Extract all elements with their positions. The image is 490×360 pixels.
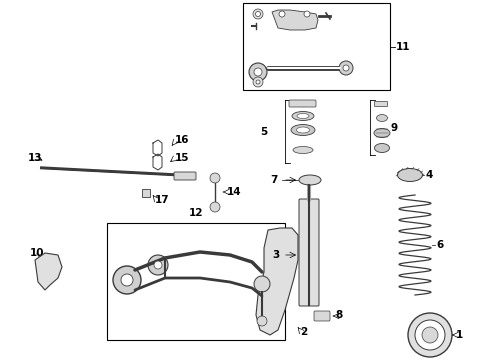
Circle shape bbox=[121, 274, 133, 286]
Ellipse shape bbox=[374, 144, 390, 153]
Circle shape bbox=[415, 320, 445, 350]
Circle shape bbox=[148, 255, 168, 275]
Circle shape bbox=[249, 63, 267, 81]
Circle shape bbox=[154, 261, 162, 269]
Circle shape bbox=[339, 61, 353, 75]
Circle shape bbox=[210, 173, 220, 183]
Circle shape bbox=[304, 11, 310, 17]
Bar bbox=[243, 3, 390, 90]
Text: 11: 11 bbox=[396, 42, 411, 52]
Polygon shape bbox=[272, 10, 318, 30]
Circle shape bbox=[343, 65, 349, 71]
Text: 17: 17 bbox=[155, 195, 170, 205]
Text: 15: 15 bbox=[175, 153, 190, 163]
Ellipse shape bbox=[299, 175, 321, 185]
Text: 10: 10 bbox=[30, 248, 45, 258]
Circle shape bbox=[210, 202, 220, 212]
Text: 6: 6 bbox=[436, 240, 443, 250]
Ellipse shape bbox=[293, 147, 313, 153]
Text: 1: 1 bbox=[456, 330, 463, 340]
Ellipse shape bbox=[374, 129, 390, 138]
Circle shape bbox=[254, 68, 262, 76]
Ellipse shape bbox=[292, 112, 314, 121]
Circle shape bbox=[113, 266, 141, 294]
Text: 7: 7 bbox=[270, 175, 278, 185]
Circle shape bbox=[253, 77, 263, 87]
FancyBboxPatch shape bbox=[314, 311, 330, 321]
Text: 9: 9 bbox=[390, 123, 397, 133]
Text: 12: 12 bbox=[189, 208, 203, 218]
Text: 4: 4 bbox=[425, 170, 432, 180]
FancyBboxPatch shape bbox=[374, 102, 388, 107]
FancyBboxPatch shape bbox=[174, 172, 196, 180]
Text: 8: 8 bbox=[335, 310, 342, 320]
Ellipse shape bbox=[296, 127, 310, 133]
Polygon shape bbox=[35, 253, 62, 290]
Circle shape bbox=[253, 9, 263, 19]
Ellipse shape bbox=[291, 125, 315, 135]
Circle shape bbox=[254, 276, 270, 292]
Circle shape bbox=[257, 316, 267, 326]
FancyBboxPatch shape bbox=[289, 100, 316, 107]
Circle shape bbox=[408, 313, 452, 357]
Ellipse shape bbox=[297, 113, 309, 118]
Text: 5: 5 bbox=[260, 127, 267, 137]
Polygon shape bbox=[256, 228, 298, 335]
Text: 2: 2 bbox=[300, 327, 307, 337]
Text: 3: 3 bbox=[273, 250, 280, 260]
Bar bbox=[107, 223, 285, 340]
Text: 14: 14 bbox=[227, 187, 242, 197]
Text: 16: 16 bbox=[175, 135, 190, 145]
Circle shape bbox=[422, 327, 438, 343]
Polygon shape bbox=[142, 189, 150, 197]
Ellipse shape bbox=[376, 114, 388, 122]
FancyBboxPatch shape bbox=[299, 199, 319, 306]
Circle shape bbox=[279, 11, 285, 17]
Circle shape bbox=[255, 12, 261, 17]
Text: 13: 13 bbox=[28, 153, 43, 163]
Circle shape bbox=[256, 80, 260, 84]
Ellipse shape bbox=[397, 168, 422, 181]
